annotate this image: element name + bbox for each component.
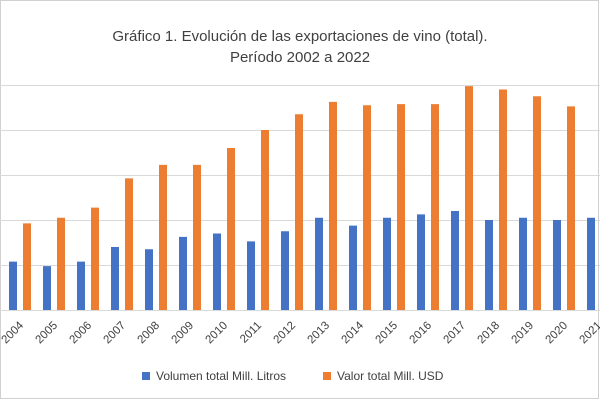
x-tick-label-2005: 2005 [34, 320, 61, 347]
x-tick-label-2010: 2010 [204, 320, 231, 347]
bar-valor-2009 [193, 164, 201, 310]
x-tick-label-2019: 2019 [510, 320, 537, 347]
bar-volumen-2006 [77, 261, 85, 310]
legend-label-volumen: Volumen total Mill. Litros [156, 369, 287, 383]
x-tick-label-2012: 2012 [272, 320, 299, 347]
bar-valor-2010 [227, 148, 235, 310]
bar-valor-2005 [57, 217, 65, 310]
x-tick-label-2017: 2017 [442, 320, 469, 347]
bar-valor-2018 [499, 89, 507, 310]
bar-volumen-2005 [43, 266, 51, 310]
chart-subtitle: Período 2002 a 2022 [229, 49, 371, 66]
legend-item-valor: Valor total Mill. USD [323, 369, 443, 383]
chart-title: Gráfico 1. Evolución de las exportacione… [112, 28, 488, 45]
x-tick-label-2006: 2006 [68, 320, 95, 347]
x-tick-label-2018: 2018 [476, 320, 503, 347]
bar-volumen-2021 [587, 217, 595, 310]
bar-volumen-2013 [315, 217, 323, 310]
chart-legend: Volumen total Mill. Litros Valor total M… [0, 369, 600, 385]
bar-volumen-2012 [281, 231, 289, 310]
legend-swatch-volumen [142, 372, 150, 380]
bar-valor-2017 [465, 86, 473, 310]
legend-item-volumen: Volumen total Mill. Litros [142, 369, 286, 383]
bar-volumen-2017 [451, 211, 459, 310]
x-tick-label-2015: 2015 [374, 320, 401, 347]
bar-volumen-2008 [145, 249, 153, 310]
bar-valor-2014 [363, 105, 371, 310]
bar-valor-2019 [533, 96, 541, 310]
bar-volumen-2010 [213, 233, 221, 310]
x-tick-label-2014: 2014 [340, 319, 367, 346]
bar-volumen-2015 [383, 217, 391, 310]
x-tick-label-2016: 2016 [408, 320, 435, 347]
x-tick-label-2007: 2007 [102, 320, 129, 347]
bar-valor-2015 [397, 104, 405, 310]
bar-volumen-2011 [247, 241, 255, 310]
bar-valor-2004 [23, 223, 31, 310]
bar-volumen-2018 [485, 220, 493, 310]
legend-label-valor: Valor total Mill. USD [337, 369, 444, 383]
x-tick-label-2009: 2009 [170, 320, 197, 347]
bar-valor-2012 [295, 114, 303, 310]
bar-valor-2006 [91, 207, 99, 310]
x-tick-label-2004: 2004 [0, 319, 27, 346]
bar-valor-2020 [567, 106, 575, 310]
legend-swatch-valor [323, 372, 331, 380]
bar-valor-2011 [261, 130, 269, 310]
bar-valor-2013 [329, 101, 337, 310]
bar-valor-2016 [431, 104, 439, 310]
bar-valor-2007 [125, 178, 133, 310]
bar-volumen-2019 [519, 217, 527, 310]
bar-valor-2008 [159, 164, 167, 310]
bar-volumen-2004 [9, 261, 17, 310]
bar-volumen-2007 [111, 247, 119, 310]
x-tick-label-2020: 2020 [544, 320, 571, 347]
bar-volumen-2020 [553, 220, 561, 310]
x-tick-label-2008: 2008 [136, 320, 163, 347]
bar-volumen-2009 [179, 236, 187, 310]
bar-volumen-2016 [417, 214, 425, 310]
bar-volumen-2014 [349, 225, 357, 310]
x-tick-label-2021: 2021 [578, 320, 600, 347]
x-tick-label-2011: 2011 [238, 320, 264, 346]
x-tick-label-2013: 2013 [306, 320, 333, 347]
